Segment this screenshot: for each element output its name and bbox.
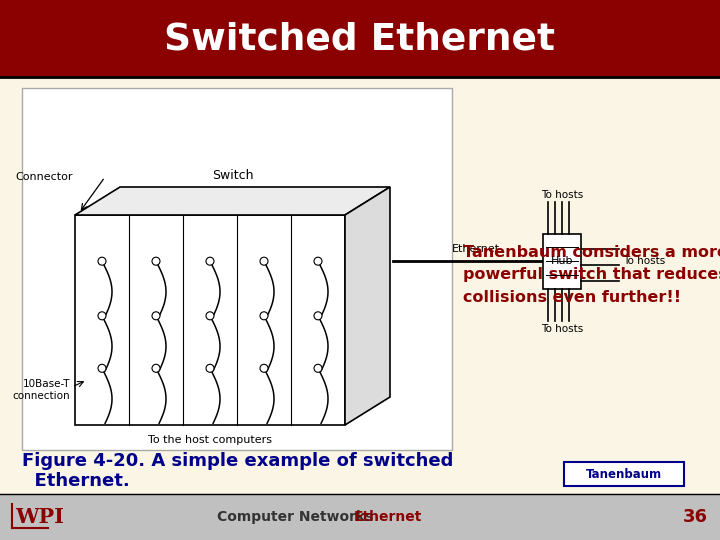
Text: To hosts: To hosts (623, 256, 665, 266)
Text: Tanenbaum considers a more
powerful switch that reduces
collisions even further!: Tanenbaum considers a more powerful swit… (463, 245, 720, 305)
Polygon shape (75, 187, 390, 215)
Circle shape (206, 312, 214, 320)
Circle shape (260, 312, 268, 320)
Bar (0, 0, 720, 77)
Text: Switched Ethernet: Switched Ethernet (164, 21, 556, 57)
Text: Ethernet: Ethernet (451, 244, 500, 254)
Text: Switch: Switch (212, 169, 253, 182)
Circle shape (152, 312, 160, 320)
Text: Hub: Hub (551, 256, 573, 266)
Circle shape (314, 364, 322, 372)
Circle shape (260, 364, 268, 372)
Circle shape (314, 257, 322, 265)
Bar (22, 88, 452, 450)
Text: Connector: Connector (16, 172, 73, 182)
Text: Ethernet.: Ethernet. (22, 472, 130, 490)
Circle shape (98, 312, 106, 320)
Text: Computer Networks: Computer Networks (217, 510, 373, 524)
Text: To hosts: To hosts (541, 323, 583, 334)
Text: 36: 36 (683, 508, 708, 526)
Circle shape (314, 312, 322, 320)
Bar (0, 494, 720, 540)
Circle shape (98, 364, 106, 372)
Text: WPI: WPI (15, 507, 64, 527)
Circle shape (206, 364, 214, 372)
Text: Ethernet: Ethernet (354, 510, 422, 524)
Circle shape (206, 257, 214, 265)
Polygon shape (345, 187, 390, 425)
Circle shape (98, 257, 106, 265)
Bar (543, 234, 581, 289)
Circle shape (152, 364, 160, 372)
Bar (75, 215, 345, 425)
Text: To the host computers: To the host computers (148, 435, 272, 445)
Circle shape (260, 257, 268, 265)
Text: 10Base-T
connection: 10Base-T connection (12, 379, 70, 401)
Text: Tanenbaum: Tanenbaum (586, 468, 662, 481)
Text: Figure 4-20. A simple example of switched: Figure 4-20. A simple example of switche… (22, 452, 454, 470)
Text: To hosts: To hosts (541, 190, 583, 200)
Circle shape (152, 257, 160, 265)
FancyBboxPatch shape (564, 462, 684, 486)
